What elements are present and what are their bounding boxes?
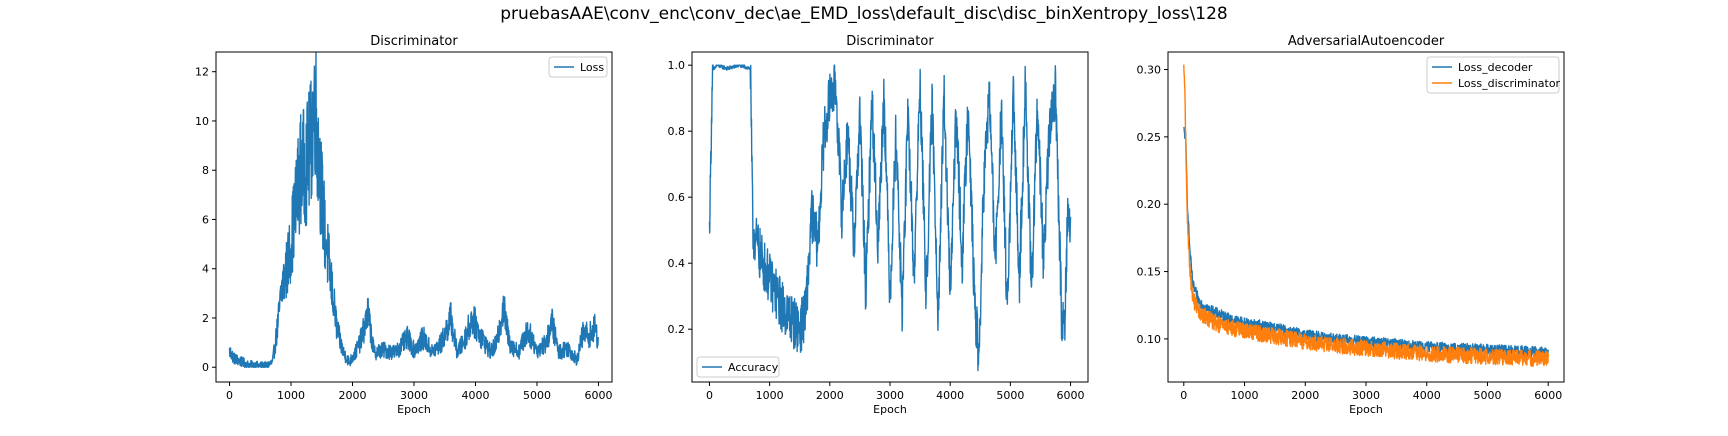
y-tick-label: 10 bbox=[195, 115, 209, 128]
x-tick-label: 3000 bbox=[876, 389, 904, 402]
y-tick-label: 0.20 bbox=[1137, 198, 1162, 211]
legend: Loss bbox=[548, 56, 608, 78]
legend: Accuracy bbox=[696, 356, 780, 378]
y-tick-label: 0.30 bbox=[1137, 64, 1162, 77]
x-tick-label: 0 bbox=[1180, 389, 1187, 402]
y-tick-label: 0.10 bbox=[1137, 333, 1162, 346]
legend-label: Loss bbox=[580, 61, 604, 74]
subplot-2: 0 1000 2000 3000 4000 5000 6000 0.2 0.4 0.6 0.8 1.0… bbox=[668, 34, 1089, 416]
x-tick-label: 6000 bbox=[1534, 389, 1562, 402]
x-tick-label: 4000 bbox=[936, 389, 964, 402]
y-tick-label: 0.2 bbox=[668, 323, 686, 336]
x-tick-label: 0 bbox=[706, 389, 713, 402]
y-tick-label: 1.0 bbox=[668, 59, 686, 72]
legend-label: Accuracy bbox=[728, 361, 779, 374]
y-tick-label: 0 bbox=[202, 361, 209, 374]
x-tick-label: 0 bbox=[226, 389, 233, 402]
x-axis-label: Epoch bbox=[397, 403, 431, 416]
x-tick-label: 2000 bbox=[339, 389, 367, 402]
y-tick-label: 0.25 bbox=[1137, 131, 1162, 144]
series-line-loss-discriminator bbox=[1183, 64, 1549, 367]
subplot-1: 0 1000 2000 3000 4000 5000 6000 0 2 4 6 8 10 12 Discri… bbox=[195, 34, 613, 416]
x-axis-label: Epoch bbox=[873, 403, 907, 416]
x-tick-label: 4000 bbox=[1413, 389, 1441, 402]
x-tick-label: 2000 bbox=[1291, 389, 1319, 402]
x-tick-label: 6000 bbox=[1057, 389, 1085, 402]
y-tick-label: 12 bbox=[195, 66, 209, 79]
x-tick-label: 1000 bbox=[277, 389, 305, 402]
x-tick-label: 6000 bbox=[584, 389, 612, 402]
axes-title: Discriminator bbox=[370, 34, 458, 49]
x-tick-label: 5000 bbox=[523, 389, 551, 402]
x-axis-label: Epoch bbox=[1349, 403, 1383, 416]
y-tick-label: 8 bbox=[202, 164, 209, 177]
legend-label: Loss_discriminator bbox=[1458, 77, 1561, 90]
x-tick-label: 5000 bbox=[996, 389, 1024, 402]
subplot-3: 0 1000 2000 3000 4000 5000 6000 0.10 0.15 0.20 0.2… bbox=[1137, 34, 1565, 416]
y-tick-label: 0.6 bbox=[668, 191, 686, 204]
x-tick-label: 1000 bbox=[1231, 389, 1259, 402]
legend: Loss_decoder Loss_discriminator bbox=[1426, 56, 1561, 94]
figure-suptitle: pruebasAAE\conv_enc\conv_dec\ae_EMD_loss… bbox=[500, 4, 1228, 24]
series-line-accuracy bbox=[708, 64, 1072, 372]
series-line-loss bbox=[228, 52, 599, 368]
axes-title: Discriminator bbox=[846, 34, 934, 49]
x-tick-label: 1000 bbox=[756, 389, 784, 402]
x-tick-label: 3000 bbox=[1352, 389, 1380, 402]
y-tick-label: 2 bbox=[202, 312, 209, 325]
x-tick-label: 4000 bbox=[461, 389, 489, 402]
legend-label: Loss_decoder bbox=[1458, 61, 1533, 74]
axes-title: AdversarialAutoencoder bbox=[1288, 34, 1445, 49]
legend-box bbox=[1426, 56, 1560, 94]
y-tick-label: 0.8 bbox=[668, 125, 686, 138]
y-tick-label: 4 bbox=[202, 263, 209, 276]
y-tick-label: 0.4 bbox=[668, 257, 686, 270]
x-tick-label: 5000 bbox=[1473, 389, 1501, 402]
x-tick-label: 3000 bbox=[400, 389, 428, 402]
y-tick-label: 6 bbox=[202, 213, 209, 226]
legend-box bbox=[548, 56, 608, 78]
y-tick-label: 0.15 bbox=[1137, 266, 1162, 279]
x-tick-label: 2000 bbox=[816, 389, 844, 402]
legend-box bbox=[696, 356, 780, 378]
